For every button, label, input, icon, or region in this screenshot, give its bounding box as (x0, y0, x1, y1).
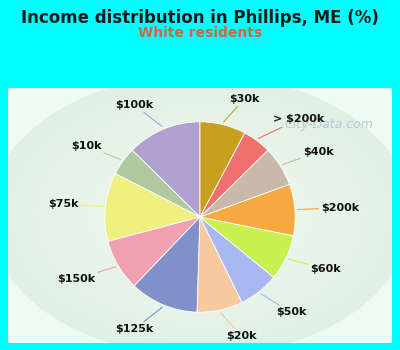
Wedge shape (132, 122, 200, 217)
Text: City-Data.com: City-Data.com (284, 118, 373, 131)
Ellipse shape (120, 162, 280, 269)
Ellipse shape (141, 176, 259, 254)
Ellipse shape (0, 78, 400, 350)
Ellipse shape (65, 125, 335, 305)
Ellipse shape (0, 75, 400, 350)
Text: $75k: $75k (48, 199, 102, 209)
Ellipse shape (145, 179, 255, 252)
Wedge shape (200, 217, 293, 277)
Text: Income distribution in Phillips, ME (%): Income distribution in Phillips, ME (%) (21, 9, 379, 27)
Ellipse shape (132, 170, 268, 260)
Text: White residents: White residents (138, 26, 262, 40)
Ellipse shape (90, 142, 310, 288)
Ellipse shape (0, 80, 400, 350)
Wedge shape (200, 184, 295, 236)
Ellipse shape (107, 153, 293, 277)
Ellipse shape (27, 100, 373, 330)
Text: $50k: $50k (261, 294, 306, 317)
Ellipse shape (103, 150, 297, 280)
Ellipse shape (187, 207, 213, 224)
Ellipse shape (18, 94, 382, 336)
Ellipse shape (22, 97, 378, 333)
Ellipse shape (99, 148, 301, 283)
Ellipse shape (124, 164, 276, 266)
Ellipse shape (116, 159, 284, 272)
Ellipse shape (175, 198, 225, 232)
Ellipse shape (128, 167, 272, 263)
Text: $20k: $20k (221, 313, 256, 341)
Text: $40k: $40k (283, 147, 334, 164)
Ellipse shape (183, 204, 217, 226)
Wedge shape (105, 174, 200, 241)
Text: > $200k: > $200k (258, 114, 324, 138)
Wedge shape (200, 122, 245, 217)
Ellipse shape (149, 182, 251, 249)
Wedge shape (197, 217, 242, 312)
Ellipse shape (137, 173, 263, 257)
Ellipse shape (69, 128, 331, 302)
Ellipse shape (192, 210, 208, 221)
Ellipse shape (179, 201, 221, 229)
Ellipse shape (82, 136, 318, 294)
Wedge shape (200, 133, 268, 217)
Text: $100k: $100k (115, 100, 162, 127)
Text: $60k: $60k (289, 259, 341, 274)
Ellipse shape (158, 187, 242, 243)
Text: $200k: $200k (298, 203, 360, 213)
Ellipse shape (6, 86, 394, 344)
Ellipse shape (56, 120, 344, 311)
Ellipse shape (35, 106, 365, 325)
Ellipse shape (170, 196, 230, 235)
Wedge shape (134, 217, 200, 312)
Ellipse shape (44, 111, 356, 319)
Ellipse shape (78, 134, 322, 297)
Ellipse shape (31, 103, 369, 328)
Text: $30k: $30k (224, 94, 260, 122)
Ellipse shape (94, 145, 306, 286)
Ellipse shape (73, 131, 327, 300)
Ellipse shape (61, 122, 339, 308)
Ellipse shape (52, 117, 348, 314)
Text: $125k: $125k (115, 307, 162, 334)
Ellipse shape (196, 212, 204, 218)
Ellipse shape (86, 139, 314, 291)
Ellipse shape (48, 114, 352, 316)
Wedge shape (115, 150, 200, 217)
Wedge shape (200, 150, 290, 217)
Wedge shape (108, 217, 200, 286)
Ellipse shape (162, 190, 238, 240)
Text: $10k: $10k (71, 141, 120, 160)
Ellipse shape (111, 156, 289, 274)
Ellipse shape (154, 184, 246, 246)
Ellipse shape (166, 193, 234, 238)
Ellipse shape (2, 83, 398, 347)
Ellipse shape (14, 92, 386, 339)
Ellipse shape (10, 89, 390, 342)
Wedge shape (200, 217, 274, 302)
Ellipse shape (40, 108, 360, 322)
Text: $150k: $150k (57, 267, 116, 284)
